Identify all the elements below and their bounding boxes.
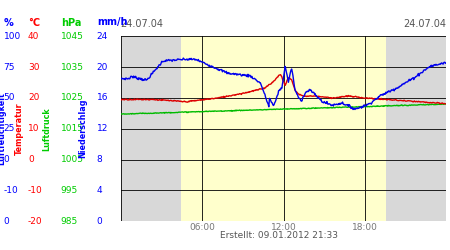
Text: 20: 20 bbox=[97, 62, 108, 72]
Text: 20: 20 bbox=[28, 94, 39, 102]
Text: 4: 4 bbox=[97, 186, 103, 195]
Text: 1025: 1025 bbox=[61, 94, 84, 102]
Text: Niederschlag: Niederschlag bbox=[79, 99, 88, 158]
Text: 40: 40 bbox=[28, 32, 39, 41]
Text: 24: 24 bbox=[97, 32, 108, 41]
Text: 1015: 1015 bbox=[61, 124, 84, 133]
Text: 0: 0 bbox=[28, 155, 34, 164]
Text: 24.07.04: 24.07.04 bbox=[121, 19, 164, 29]
Text: 25: 25 bbox=[4, 124, 15, 133]
Text: -10: -10 bbox=[4, 186, 18, 195]
Text: Luftfeuchtigkeit: Luftfeuchtigkeit bbox=[0, 92, 6, 165]
Text: 0: 0 bbox=[4, 155, 9, 164]
Text: 995: 995 bbox=[61, 186, 78, 195]
Text: 10: 10 bbox=[28, 124, 40, 133]
Text: hPa: hPa bbox=[61, 18, 81, 28]
Bar bbox=[181, 36, 284, 221]
Text: 16: 16 bbox=[97, 94, 108, 102]
Text: 24.07.04: 24.07.04 bbox=[403, 19, 446, 29]
Text: 0: 0 bbox=[97, 217, 103, 226]
Text: 75: 75 bbox=[4, 62, 15, 72]
Text: -10: -10 bbox=[28, 186, 43, 195]
Text: 1005: 1005 bbox=[61, 155, 84, 164]
Text: 30: 30 bbox=[28, 62, 40, 72]
Text: -20: -20 bbox=[28, 217, 42, 226]
Text: 0: 0 bbox=[4, 217, 9, 226]
Text: 50: 50 bbox=[4, 94, 15, 102]
Text: 100: 100 bbox=[4, 32, 21, 41]
Text: 12: 12 bbox=[97, 124, 108, 133]
Text: mm/h: mm/h bbox=[97, 18, 127, 28]
Text: %: % bbox=[4, 18, 13, 28]
Text: 8: 8 bbox=[97, 155, 103, 164]
Text: 1045: 1045 bbox=[61, 32, 84, 41]
Text: °C: °C bbox=[28, 18, 40, 28]
Text: Temperatur: Temperatur bbox=[14, 102, 23, 155]
Text: Erstellt: 09.01.2012 21:33: Erstellt: 09.01.2012 21:33 bbox=[220, 231, 338, 240]
Bar bbox=[284, 36, 386, 221]
Text: 1035: 1035 bbox=[61, 62, 84, 72]
Text: Luftdruck: Luftdruck bbox=[43, 107, 52, 150]
Text: 985: 985 bbox=[61, 217, 78, 226]
